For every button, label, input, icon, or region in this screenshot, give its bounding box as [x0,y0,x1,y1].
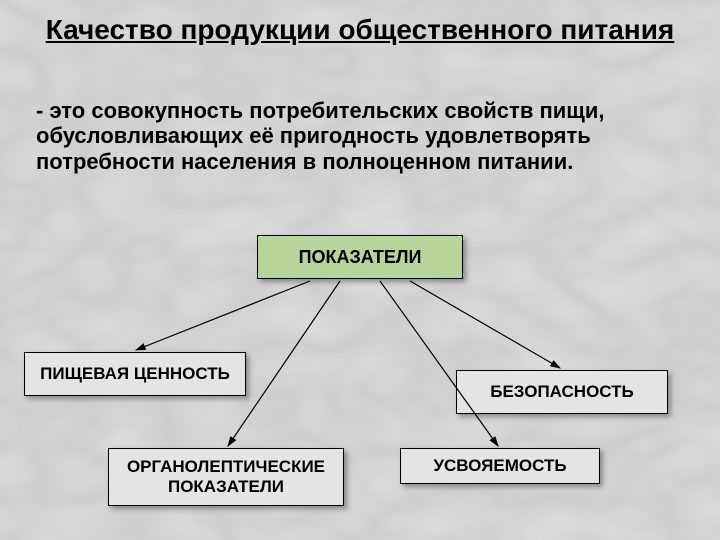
edge [380,281,498,446]
tree-edges [0,0,720,540]
edge [136,281,310,350]
edge [228,281,340,446]
